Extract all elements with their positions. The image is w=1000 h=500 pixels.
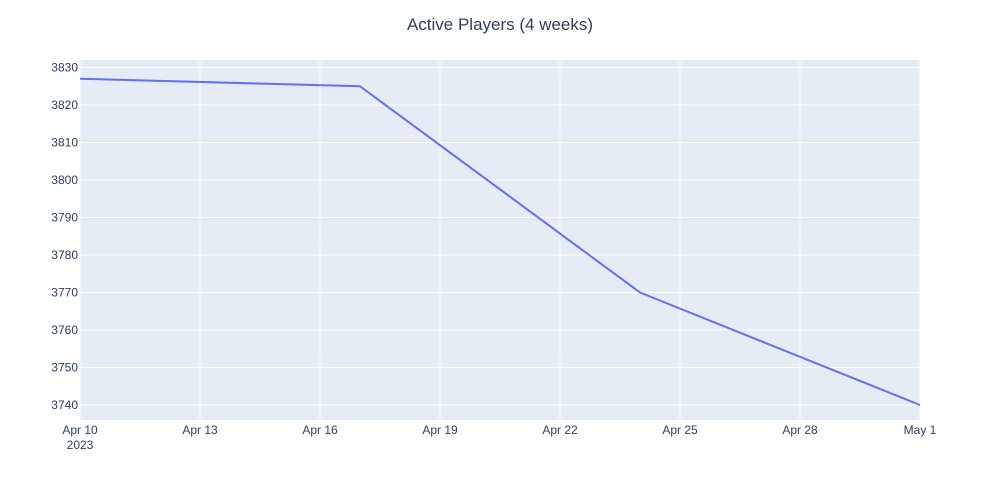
y-axis: 3740 3750 3760 3770 3780 3790 3800 3810 3820 3830 — [51, 61, 78, 413]
x-tick-sublabel: 2023 — [67, 438, 94, 452]
series-line-0 — [79, 77, 921, 406]
y-tick-label: 3740 — [51, 398, 78, 412]
x-tick-label: Apr 10 — [62, 423, 98, 437]
x-tick-label: Apr 25 — [662, 423, 698, 437]
x-tick-label: Apr 22 — [542, 423, 578, 437]
x-tick-label: Apr 16 — [302, 423, 338, 437]
y-tick-label: 3760 — [51, 323, 78, 337]
y-tick-label: 3790 — [51, 211, 78, 225]
y-tick-label: 3770 — [51, 286, 78, 300]
x-tick-label: Apr 19 — [422, 423, 458, 437]
y-tick-label: 3830 — [51, 61, 78, 75]
x-tick-label: May 1 — [904, 423, 937, 437]
y-tick-label: 3820 — [51, 98, 78, 112]
series-layer — [79, 77, 921, 406]
y-tick-label: 3800 — [51, 173, 78, 187]
plot-area — [80, 60, 920, 420]
gridlines — [79, 60, 921, 420]
y-tick-label: 3750 — [51, 361, 78, 375]
x-tick-label: Apr 13 — [182, 423, 218, 437]
x-tick-label: Apr 28 — [782, 423, 818, 437]
y-tick-label: 3810 — [51, 136, 78, 150]
chart-title: Active Players (4 weeks) — [407, 15, 593, 34]
y-tick-label: 3780 — [51, 248, 78, 262]
